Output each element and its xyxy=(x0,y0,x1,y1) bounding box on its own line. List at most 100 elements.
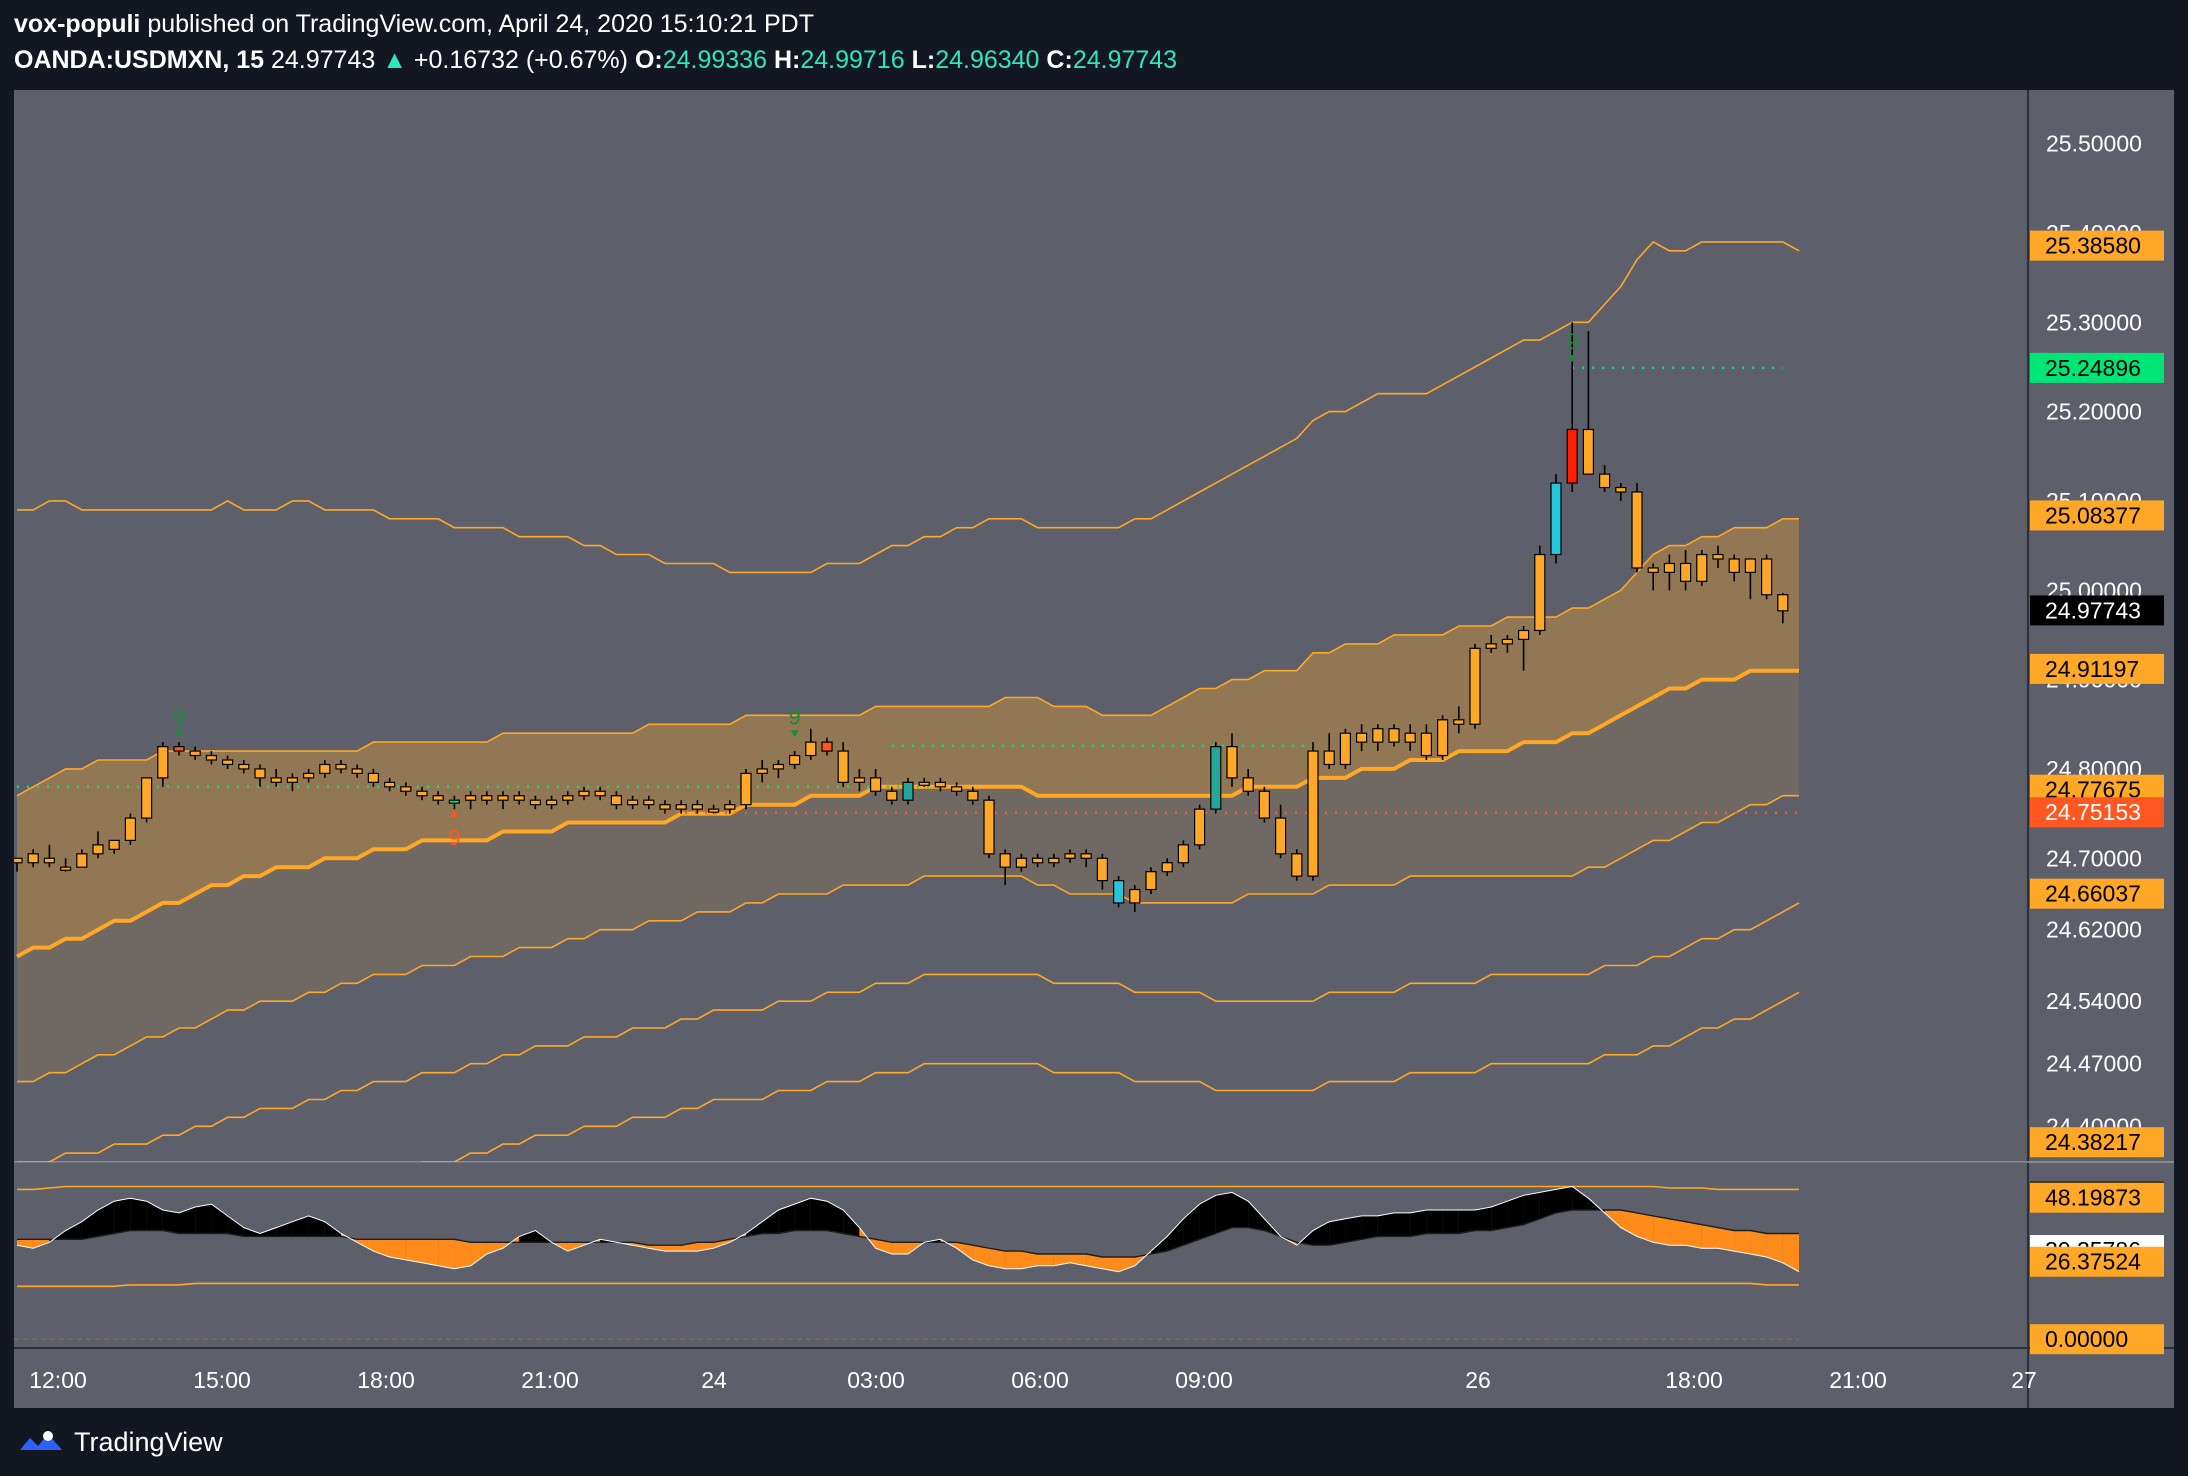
candle-body xyxy=(1631,491,1643,569)
oscillator-fill xyxy=(1345,1215,1362,1243)
publisher-name[interactable]: vox-populi xyxy=(14,10,141,38)
candle-body xyxy=(416,790,428,797)
marker-arrow-icon xyxy=(1568,355,1577,363)
candle-body xyxy=(1112,879,1125,904)
candle-body xyxy=(1501,638,1514,645)
oscillator-fill xyxy=(130,1198,147,1231)
oscillator-fill xyxy=(438,1239,455,1269)
price-label: 24.97743 xyxy=(2045,597,2141,623)
oscillator-fill xyxy=(162,1209,179,1234)
candle-body xyxy=(1226,745,1238,779)
marker-arrow-icon xyxy=(450,809,459,817)
oscillator-fill xyxy=(972,1245,989,1266)
candle-body xyxy=(513,795,525,801)
price-tick-label: 24.70000 xyxy=(2046,845,2142,871)
candle-body xyxy=(1696,553,1708,582)
band-lower-outer xyxy=(17,902,1800,1162)
candle-body xyxy=(1485,643,1497,649)
candle-body xyxy=(643,799,655,806)
oscillator-fill xyxy=(324,1221,341,1237)
oscillator-fill xyxy=(486,1242,503,1255)
candle-body xyxy=(724,804,736,810)
candle-body xyxy=(675,804,687,810)
price-label-box xyxy=(2030,1127,2164,1158)
candle-body xyxy=(1566,428,1578,484)
oscillator-fill xyxy=(1053,1254,1070,1266)
oscillator-fill xyxy=(65,1221,82,1240)
candle-body xyxy=(481,795,493,801)
oscillator-fill xyxy=(81,1209,98,1240)
oscillator-fill xyxy=(762,1209,779,1234)
candle-body xyxy=(1453,719,1465,725)
price-tick-label: 24.47000 xyxy=(2046,1051,2142,1077)
band-lower-deep xyxy=(420,991,1800,1162)
candle-body xyxy=(384,781,396,788)
candle-body xyxy=(497,795,509,801)
oscillator-fill xyxy=(1102,1256,1119,1272)
oscillator-fill xyxy=(1653,1215,1670,1246)
publisher-line: vox-populi published on TradingView.com,… xyxy=(14,6,2174,42)
price-axis xyxy=(2028,90,2174,1348)
candle-body xyxy=(400,786,412,792)
candle-body xyxy=(772,763,785,770)
candle-body xyxy=(448,799,460,804)
candle-body xyxy=(626,799,639,806)
oscillator-fill xyxy=(1199,1195,1216,1240)
oscillator-fill xyxy=(1377,1212,1394,1237)
oscillator-fill xyxy=(470,1242,487,1266)
oscillator-fill xyxy=(1021,1251,1038,1269)
candle-body xyxy=(707,808,720,813)
candle-body xyxy=(1323,750,1335,766)
candle-body xyxy=(1647,567,1659,574)
brand-text[interactable]: TradingView xyxy=(74,1426,223,1457)
candle-body xyxy=(303,772,315,779)
candle-body xyxy=(837,750,849,783)
candle-body xyxy=(27,853,39,864)
oscillator-fill xyxy=(276,1221,293,1237)
oscillator-fill xyxy=(875,1239,892,1255)
candle-body xyxy=(1193,808,1206,846)
sequence-marker: 9 xyxy=(173,704,185,729)
candle-body xyxy=(1760,558,1773,596)
candle-body xyxy=(529,799,542,806)
high-label: H: xyxy=(773,46,801,74)
oscillator-fill xyxy=(1556,1186,1573,1213)
candle-body xyxy=(1420,732,1433,757)
candle-body xyxy=(1404,732,1416,743)
oscillator-fill xyxy=(405,1239,422,1263)
price-tick-label: 25.30000 xyxy=(2046,309,2142,335)
oscillator-fill xyxy=(211,1204,228,1234)
candle-body xyxy=(1307,750,1319,877)
oscillator-fill xyxy=(1313,1221,1330,1246)
oscillator-fill xyxy=(227,1215,244,1237)
low-label: L: xyxy=(911,46,936,74)
oscillator-fill xyxy=(891,1242,908,1255)
oscillator-fill xyxy=(1669,1218,1686,1246)
candle-body xyxy=(1372,728,1384,743)
candle-body xyxy=(1615,486,1627,493)
oscillator-fill xyxy=(389,1239,406,1260)
close-label: C: xyxy=(1046,46,1073,74)
candle-body xyxy=(351,768,363,775)
candle-body xyxy=(1436,719,1449,757)
candle-body xyxy=(59,866,72,871)
oscillator-fill xyxy=(1442,1209,1459,1234)
time-tick-label: 03:00 xyxy=(847,1367,905,1393)
price-label-box xyxy=(2030,1182,2164,1213)
candle-body xyxy=(1048,857,1060,864)
price-change: +0.16732 (+0.67%) xyxy=(413,46,628,74)
oscillator-fill xyxy=(632,1242,649,1249)
time-tick-label: 18:00 xyxy=(1665,1367,1723,1393)
oscillator-fill xyxy=(1539,1189,1556,1219)
candle-body xyxy=(756,768,768,775)
candle-body xyxy=(1582,428,1595,475)
oscillator-fill xyxy=(746,1221,763,1237)
oscillator-plot xyxy=(14,1185,1800,1340)
candle-body xyxy=(319,763,331,775)
oscillator-fill xyxy=(292,1215,309,1237)
time-tick-label: 06:00 xyxy=(1011,1367,1069,1393)
oscillator-line xyxy=(16,1185,1800,1273)
chart-header: vox-populi published on TradingView.com,… xyxy=(14,6,2174,86)
price-label-box xyxy=(2030,653,2164,684)
